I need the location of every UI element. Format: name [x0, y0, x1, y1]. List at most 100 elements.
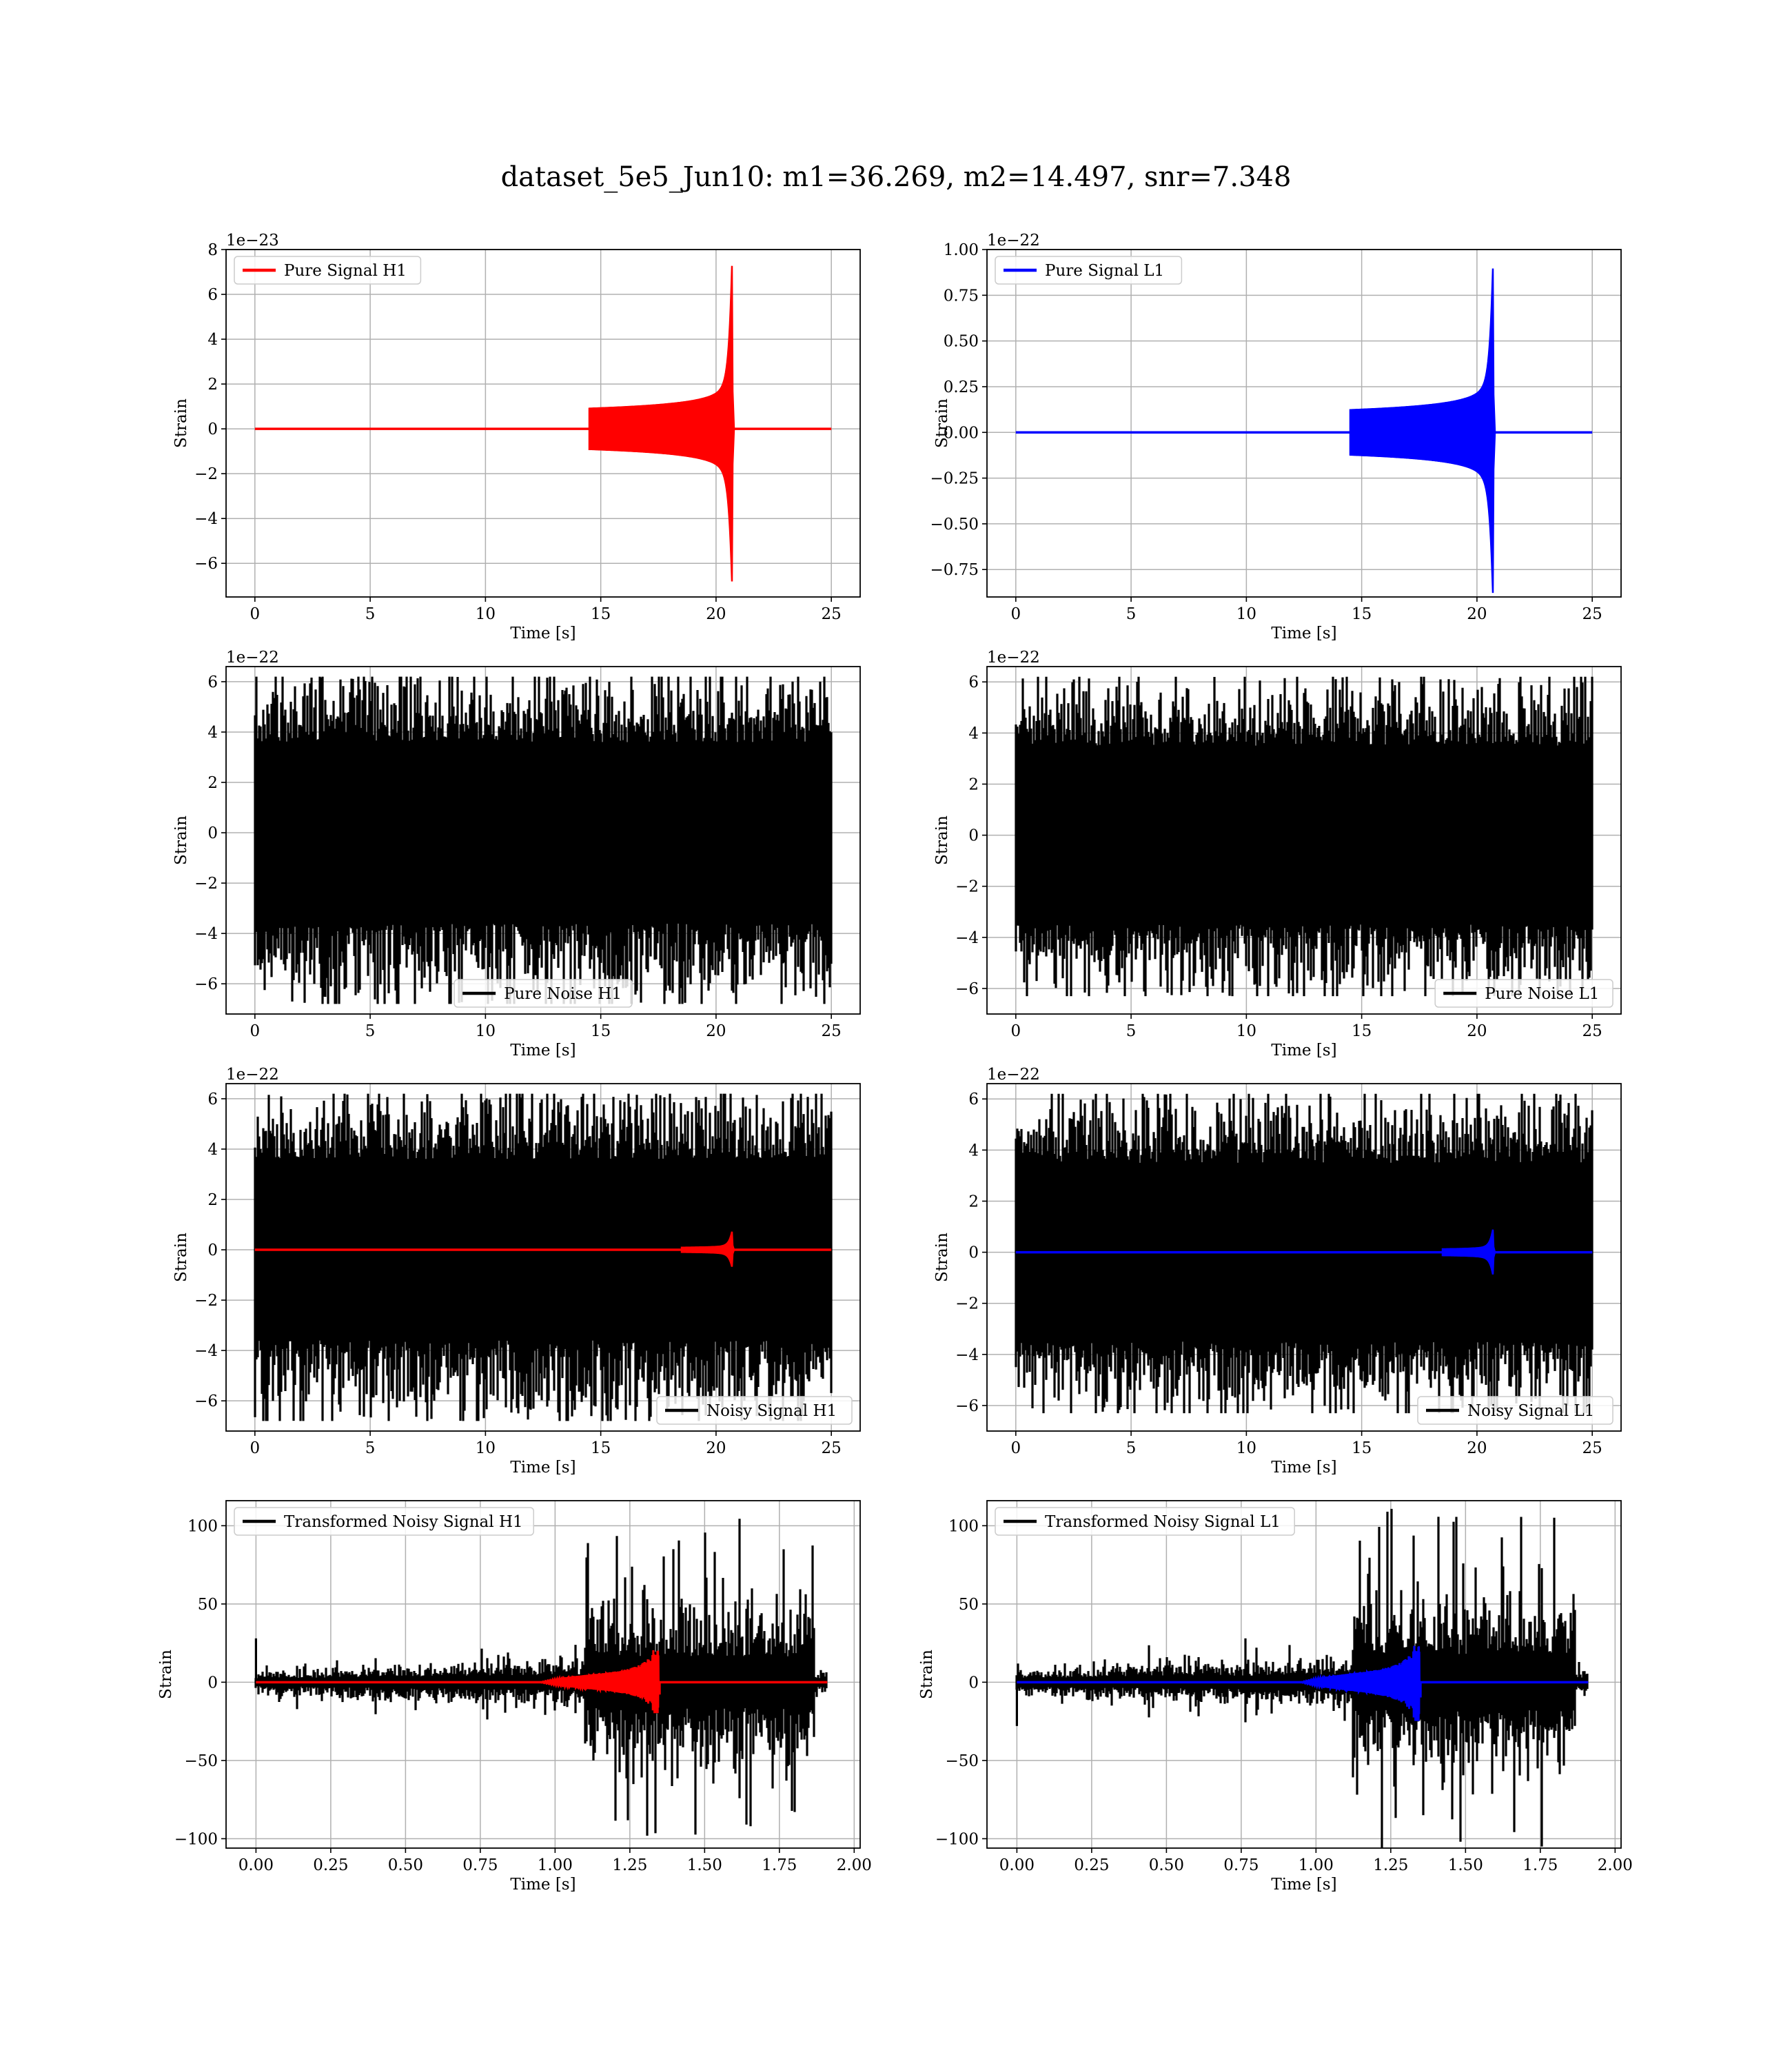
x-tick-label: 0.50: [388, 1856, 423, 1874]
plot-area: [254, 676, 833, 1004]
x-tick-label: 5: [1126, 605, 1137, 623]
x-tick-label: 0.00: [238, 1856, 274, 1874]
signal-overlay: [540, 1650, 661, 1714]
subplot-pure-signal-h1: 0 5 10 15 20 25 −6 −4 −2 0 2 4 6 8 Time [s] Strain 1e−23…: [172, 232, 861, 642]
legend-label: Noisy Signal H1: [706, 1402, 837, 1420]
x-tick-label: 25: [822, 1022, 842, 1040]
y-tick-label: 0.25: [944, 378, 979, 396]
grid-lines: [226, 249, 860, 597]
x-tick-label: 1.75: [1523, 1856, 1558, 1874]
x-tick-label: 0: [1010, 1022, 1021, 1040]
y-tick-label: 2: [968, 776, 979, 793]
y-tick-label: −2: [955, 1295, 979, 1313]
y-tick-label: 0.00: [944, 424, 979, 442]
legend-box: [234, 256, 422, 285]
x-tick-label: 0.25: [313, 1856, 348, 1874]
x-tick-label: 5: [365, 1022, 376, 1040]
y-tick-label: 6: [207, 1091, 218, 1108]
y-axis-label: Strain: [172, 1233, 190, 1282]
legend: Pure Signal H1: [234, 256, 422, 285]
legend-box: [1434, 979, 1613, 1008]
x-tick-label: 25: [1582, 1439, 1602, 1457]
y-tick-label: 8: [207, 241, 218, 259]
x-tick-label: 0.50: [1149, 1856, 1184, 1874]
y-tick-label: −6: [194, 555, 218, 573]
x-tick-label: 15: [1352, 605, 1372, 623]
noise-core-band: [1016, 753, 1592, 918]
y-tick-label: 2: [207, 376, 218, 394]
subplot-pure-noise-l1: 0 5 10 15 20 25 −6 −4 −2 0 2 4 6 Time [s] Strain 1e−22 P…: [933, 649, 1622, 1060]
y-axis-label: Strain: [172, 398, 190, 448]
y-axis-label: Strain: [933, 398, 951, 448]
x-tick-label: 10: [476, 605, 496, 623]
y-tick-label: 6: [207, 286, 218, 304]
x-tick-label: 15: [1352, 1022, 1372, 1040]
legend: Noisy Signal L1: [1417, 1396, 1613, 1425]
y-tick-label: −4: [955, 1346, 979, 1364]
series-signal-overlay: [1441, 1229, 1496, 1275]
x-tick-label: 2.00: [1598, 1856, 1633, 1874]
legend: Pure Noise L1: [1434, 979, 1613, 1008]
legend-box: [995, 1507, 1295, 1536]
legend: Pure Signal L1: [995, 256, 1183, 285]
signal-overlay: [1301, 1645, 1422, 1721]
x-axis-label: Time [s]: [1271, 1042, 1336, 1060]
x-axis-label: Time [s]: [1271, 1876, 1336, 1894]
x-axis-label: Time [s]: [1271, 625, 1336, 642]
legend-label: Noisy Signal L1: [1467, 1402, 1594, 1420]
legend: Noisy Signal H1: [656, 1396, 853, 1425]
x-tick-label: 15: [591, 605, 611, 623]
y-axis-label: Strain: [172, 815, 190, 865]
y-tick-label: 4: [968, 724, 979, 742]
x-tick-label: 0.25: [1074, 1856, 1109, 1874]
x-axis-label: Time [s]: [510, 1042, 576, 1060]
y-tick-label: −4: [194, 925, 218, 943]
axes-frame: [986, 1083, 1622, 1432]
x-tick-label: 5: [365, 1439, 376, 1457]
x-axis-label: Time [s]: [510, 1459, 576, 1477]
series-transformed-noisy-signal-l1: [1015, 1508, 1589, 1848]
y-tick-label: 0: [207, 420, 218, 438]
x-tick-label: 0.75: [462, 1856, 498, 1874]
y-tick-label: −2: [194, 875, 218, 893]
legend: Transformed Noisy Signal L1: [995, 1507, 1295, 1536]
y-tick-label: 0.50: [944, 333, 979, 351]
x-tick-label: 20: [706, 1022, 726, 1040]
subplot-transformed-noisy-signal-l1: 0.00 0.25 0.50 0.75 1.00 1.25 1.50 1.75 2.00 −100…: [918, 1500, 1633, 1894]
legend-label: Transformed Noisy Signal L1: [1045, 1513, 1281, 1531]
x-tick-label: 25: [1582, 1022, 1602, 1040]
y-tick-label: −6: [955, 1397, 979, 1415]
y-tick-label: 4: [207, 724, 218, 742]
x-tick-label: 5: [1126, 1022, 1137, 1040]
x-tick-label: 10: [476, 1022, 496, 1040]
y-tick-label: 0.75: [944, 287, 979, 305]
legend-box: [234, 1507, 534, 1536]
y-tick-label: −100: [174, 1830, 218, 1848]
y-tick-label: 50: [959, 1596, 979, 1614]
y-tick-label: 2: [207, 1191, 218, 1209]
plot-area: [1015, 676, 1594, 997]
axes-frame: [986, 666, 1622, 1015]
axes-frame: [225, 1500, 861, 1849]
subplot-noisy-signal-h1: 0 5 10 15 20 25 −6 −4 −2 0 2 4 6 Time [s] Strain 1e−22 N…: [172, 1066, 861, 1477]
y-tick-label: −0.75: [930, 561, 979, 579]
y-tick-label: −2: [194, 465, 218, 483]
y-tick-label: −6: [194, 1392, 218, 1410]
axes-frame: [225, 666, 861, 1015]
x-tick-label: 0.75: [1223, 1856, 1259, 1874]
x-tick-label: 20: [1467, 605, 1487, 623]
y-tick-label: 0: [207, 1241, 218, 1259]
offset-label: 1e−22: [987, 1066, 1040, 1084]
legend: Transformed Noisy Signal H1: [234, 1507, 534, 1536]
series-transformed-noisy-signal-h1: [254, 1519, 828, 1836]
x-tick-label: 20: [706, 1439, 726, 1457]
legend-box: [656, 1396, 853, 1425]
plot-area: [254, 1519, 828, 1836]
y-tick-label: −50: [945, 1752, 979, 1770]
y-axis-label: Strain: [933, 815, 951, 865]
x-tick-label: 25: [1582, 605, 1602, 623]
x-tick-label: 1.00: [538, 1856, 573, 1874]
x-tick-label: 0.00: [999, 1856, 1035, 1874]
y-tick-label: 4: [207, 331, 218, 349]
